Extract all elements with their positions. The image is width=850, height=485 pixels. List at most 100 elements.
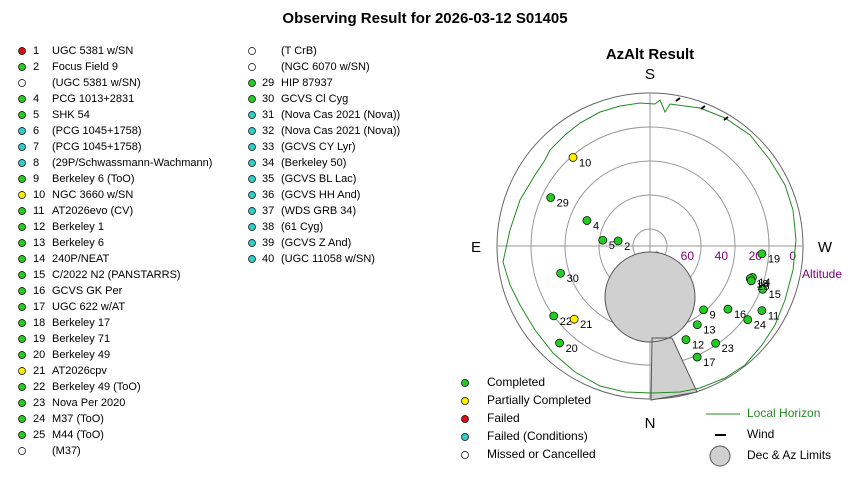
legend-label: Failed (Conditions) xyxy=(487,429,588,443)
point-label: 12 xyxy=(692,340,704,352)
legend-dot xyxy=(461,433,469,441)
item-name: GCVS GK Per xyxy=(52,285,123,297)
status-dot xyxy=(18,287,26,295)
item-number: 9 xyxy=(33,173,39,185)
legend-dot xyxy=(461,379,469,387)
target-point xyxy=(723,304,733,314)
point-label: 30 xyxy=(567,273,579,285)
status-dot xyxy=(18,159,26,167)
point-label: 23 xyxy=(722,343,734,355)
item-number: 32 xyxy=(262,125,274,137)
item-name: AT2026evo (CV) xyxy=(52,205,133,217)
item-number: 10 xyxy=(33,189,45,201)
point-label: 17 xyxy=(703,357,715,369)
item-name: Berkeley 49 xyxy=(52,349,110,361)
point-label: 15 xyxy=(769,289,781,301)
item-number: 23 xyxy=(33,397,45,409)
status-dot xyxy=(18,319,26,327)
point-label: 10 xyxy=(579,157,591,169)
legend-label: Partially Completed xyxy=(487,393,591,407)
item-name: Berkeley 17 xyxy=(52,317,110,329)
wind-marks xyxy=(675,97,729,121)
item-number: 22 xyxy=(33,381,45,393)
target-point xyxy=(569,314,579,324)
target-point xyxy=(758,284,768,294)
status-dot xyxy=(18,255,26,263)
legend-dot xyxy=(461,451,469,459)
point-label: 4 xyxy=(593,220,599,232)
item-name: NGC 3660 w/SN xyxy=(52,189,133,201)
status-dot xyxy=(248,207,256,215)
item-name: (GCVS Z And) xyxy=(281,237,351,249)
item-number: 39 xyxy=(262,237,274,249)
item-name: (PCG 1045+1758) xyxy=(52,125,142,137)
status-dot xyxy=(18,447,26,455)
status-dot xyxy=(248,95,256,103)
status-dot xyxy=(248,175,256,183)
status-dot xyxy=(18,175,26,183)
item-number: 5 xyxy=(33,109,39,121)
status-dot xyxy=(248,79,256,87)
plot-title: AzAlt Result xyxy=(606,46,694,63)
point-label: 9 xyxy=(710,310,716,322)
status-dot xyxy=(248,239,256,247)
item-name: HIP 87937 xyxy=(281,77,333,89)
point-label: 19 xyxy=(768,254,780,266)
status-dot xyxy=(18,303,26,311)
item-name: (61 Cyg) xyxy=(281,221,323,233)
alt-ring xyxy=(530,126,770,366)
legend-dot xyxy=(461,397,469,405)
item-number: 37 xyxy=(262,205,274,217)
alt-tick-label: 60 xyxy=(681,249,695,263)
item-name: (M37) xyxy=(52,445,81,457)
status-dot xyxy=(18,111,26,119)
item-number: 17 xyxy=(33,301,45,313)
item-name: (GCVS BL Lac) xyxy=(281,173,356,185)
item-number: 35 xyxy=(262,173,274,185)
target-point xyxy=(546,193,556,202)
item-name: Focus Field 9 xyxy=(52,61,118,73)
status-dot xyxy=(248,47,256,55)
status-dot xyxy=(248,255,256,263)
item-name: Nova Per 2020 xyxy=(52,397,125,409)
item-number: 19 xyxy=(33,333,45,345)
item-number: 25 xyxy=(33,429,45,441)
item-number: 38 xyxy=(262,221,274,233)
item-name: (PCG 1045+1758) xyxy=(52,141,142,153)
status-dot xyxy=(18,79,26,87)
point-label: 14 xyxy=(758,277,770,289)
item-number: 20 xyxy=(33,349,45,361)
status-dot xyxy=(18,239,26,247)
item-number: 21 xyxy=(33,365,45,377)
target-point xyxy=(692,352,702,362)
item-number: 34 xyxy=(262,157,274,169)
status-dot xyxy=(248,63,256,71)
target-point xyxy=(699,305,708,315)
status-dot xyxy=(18,399,26,407)
item-number: 18 xyxy=(33,317,45,329)
target-point xyxy=(549,311,559,321)
item-name: M37 (ToO) xyxy=(52,413,104,425)
status-dot xyxy=(248,159,256,167)
target-point xyxy=(757,249,767,259)
target-point xyxy=(711,338,720,348)
status-dot xyxy=(18,383,26,391)
item-number: 2 xyxy=(33,61,39,73)
point-label: 25 xyxy=(757,281,769,293)
point-label: 20 xyxy=(566,343,578,355)
item-number: 8 xyxy=(33,157,39,169)
item-name: (Nova Cas 2021 (Nova)) xyxy=(281,125,400,137)
target-point xyxy=(743,315,753,325)
legend-label: Completed xyxy=(487,375,545,389)
item-name: (UGC 11058 w/SN) xyxy=(281,253,375,265)
item-name: C/2022 N2 (PANSTARRS) xyxy=(52,269,181,281)
item-number: 14 xyxy=(33,253,45,265)
axis-label: Altitude xyxy=(802,267,842,281)
point-label: 2 xyxy=(624,241,630,253)
target-point xyxy=(556,268,565,278)
target-point xyxy=(582,216,592,225)
target-point xyxy=(598,235,608,245)
